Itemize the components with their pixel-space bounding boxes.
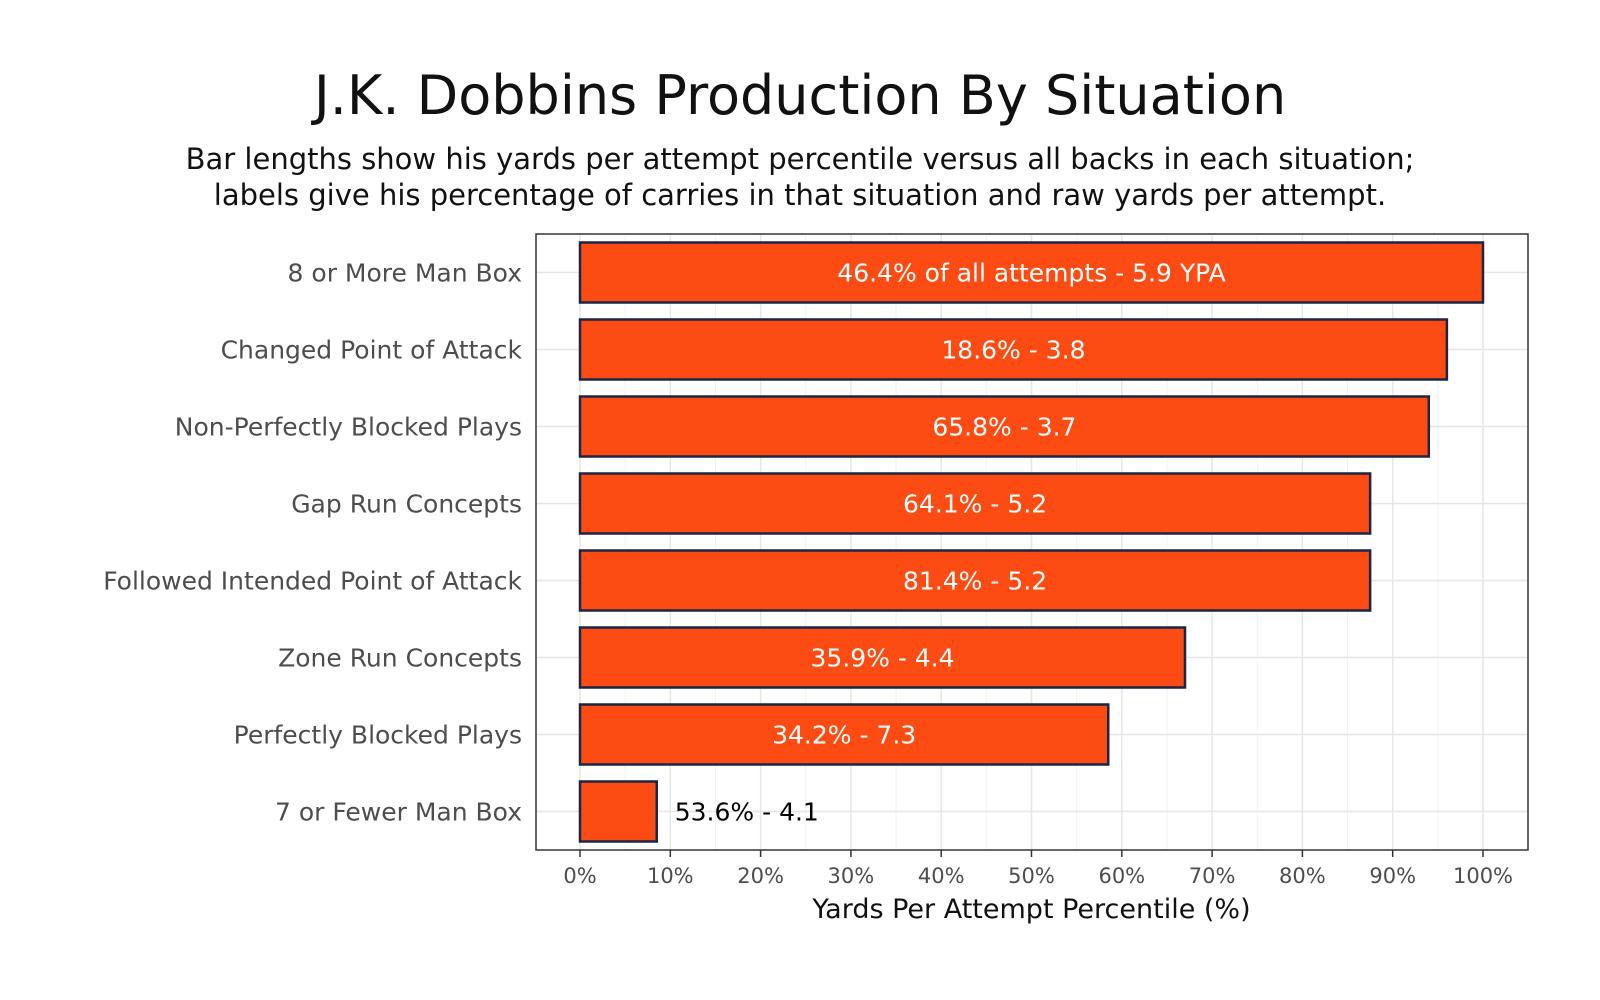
- x-tick-label: 30%: [828, 864, 875, 888]
- bar: [578, 703, 1110, 766]
- x-tick-label: 100%: [1453, 864, 1513, 888]
- chart-title: J.K. Dobbins Production By Situation: [313, 64, 1287, 127]
- category-label: Perfectly Blocked Plays: [234, 721, 522, 750]
- chart-subtitle-line-2: labels give his percentage of carries in…: [213, 178, 1387, 212]
- x-axis-title: Yards Per Attempt Percentile (%): [811, 894, 1250, 925]
- category-label: 8 or More Man Box: [288, 259, 522, 288]
- category-label: Changed Point of Attack: [221, 336, 523, 365]
- bar: [578, 241, 1485, 304]
- bar: [578, 626, 1187, 689]
- x-tick-label: 10%: [647, 864, 694, 888]
- bar-label: 65.8% - 3.7: [932, 413, 1076, 442]
- x-tick-label: 80%: [1279, 864, 1326, 888]
- x-tick-label: 40%: [918, 864, 965, 888]
- x-tick-label: 0%: [563, 864, 596, 888]
- x-tick-label: 20%: [737, 864, 784, 888]
- category-label: Zone Run Concepts: [278, 644, 522, 673]
- bar: [578, 395, 1431, 458]
- bar-label: 64.1% - 5.2: [903, 490, 1047, 519]
- chart-subtitle-line-1: Bar lengths show his yards per attempt p…: [185, 142, 1415, 176]
- category-label: Gap Run Concepts: [291, 490, 522, 519]
- bar-label: 18.6% - 3.8: [941, 336, 1085, 365]
- bar: [578, 780, 659, 843]
- bar-label: 46.4% of all attempts - 5.9 YPA: [837, 259, 1225, 288]
- category-label: Followed Intended Point of Attack: [103, 567, 522, 596]
- bar-label: 34.2% - 7.3: [772, 721, 916, 750]
- bar: [578, 472, 1372, 535]
- x-tick-label: 90%: [1369, 864, 1416, 888]
- bar-label: 81.4% - 5.2: [903, 567, 1047, 596]
- bar-label: 53.6% - 4.1: [675, 798, 819, 827]
- bar: [578, 549, 1372, 612]
- x-tick-label: 50%: [1008, 864, 1055, 888]
- category-label: Non-Perfectly Blocked Plays: [175, 413, 522, 442]
- bar: [578, 318, 1449, 381]
- x-tick-label: 70%: [1189, 864, 1236, 888]
- bar-label: 35.9% - 4.4: [810, 644, 954, 673]
- category-label: 7 or Fewer Man Box: [275, 798, 522, 827]
- x-tick-label: 60%: [1098, 864, 1145, 888]
